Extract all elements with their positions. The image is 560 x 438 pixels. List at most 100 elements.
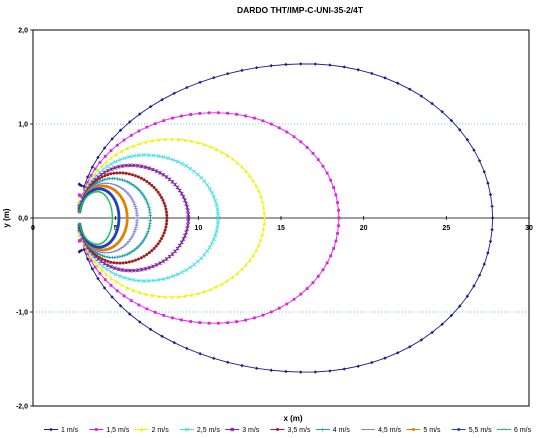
- data-point: [440, 110, 444, 114]
- data-point: [105, 267, 110, 272]
- data-point: [96, 276, 100, 281]
- data-point: [176, 137, 181, 142]
- data-point: [161, 259, 166, 264]
- data-point: [192, 169, 197, 174]
- data-point: [164, 207, 168, 211]
- data-point: [121, 261, 125, 265]
- data-point: [202, 179, 207, 184]
- data-point: [185, 85, 189, 90]
- data-point: [109, 203, 112, 206]
- data-point: [184, 201, 189, 206]
- data-point: [78, 211, 81, 214]
- data-point: [305, 146, 309, 149]
- data-point: [141, 239, 145, 243]
- y-tick-label: -1,0: [16, 310, 28, 317]
- data-point: [189, 139, 194, 143]
- data-point: [157, 294, 161, 299]
- data-point: [83, 187, 86, 191]
- data-point: [269, 368, 273, 372]
- data-point: [127, 181, 132, 185]
- data-point: [138, 243, 142, 247]
- data-point: [136, 187, 140, 191]
- data-point: [328, 369, 332, 373]
- legend-item: 5,5 m/s: [451, 427, 492, 434]
- data-point: [105, 168, 110, 173]
- data-point: [440, 322, 444, 326]
- data-point: [112, 261, 116, 265]
- data-point: [92, 252, 96, 256]
- data-point: [164, 225, 168, 229]
- data-point: [131, 163, 136, 168]
- data-point: [83, 234, 86, 237]
- legend-item: 3 m/s: [225, 427, 260, 434]
- data-point: [127, 251, 132, 255]
- data-point: [458, 304, 462, 308]
- data-point: [161, 172, 166, 177]
- legend-marker: [139, 427, 144, 432]
- data-point: [144, 140, 148, 144]
- data-point: [147, 205, 151, 210]
- data-point: [185, 223, 190, 228]
- data-point: [220, 150, 224, 154]
- data-point: [214, 229, 219, 233]
- data-point: [215, 207, 220, 212]
- data-point: [214, 147, 218, 151]
- data-point: [235, 112, 239, 116]
- data-point: [192, 262, 197, 267]
- data-point: [108, 233, 110, 236]
- data-point: [161, 155, 166, 160]
- data-point: [79, 208, 82, 211]
- data-point: [125, 252, 129, 256]
- data-point: [184, 164, 189, 169]
- data-point: [180, 161, 184, 166]
- data-point: [77, 239, 81, 243]
- data-point: [106, 173, 110, 177]
- data-point: [177, 188, 182, 193]
- data-point: [430, 330, 434, 335]
- data-point: [100, 268, 104, 272]
- data-point: [299, 370, 303, 374]
- data-point: [135, 163, 140, 168]
- series-1-5-m-s: [77, 111, 341, 325]
- data-point: [199, 175, 204, 180]
- data-point: [226, 72, 230, 76]
- data-point: [181, 194, 186, 199]
- data-point: [208, 144, 213, 149]
- data-point: [180, 270, 184, 275]
- data-point: [163, 137, 167, 141]
- data-point: [165, 213, 169, 217]
- data-point: [143, 165, 148, 170]
- data-point: [261, 119, 265, 123]
- data-point: [254, 248, 258, 253]
- data-point: [170, 295, 174, 299]
- data-point: [108, 202, 111, 204]
- data-point: [154, 262, 159, 267]
- data-point: [153, 122, 157, 126]
- data-point: [101, 167, 106, 172]
- data-point: [110, 225, 113, 227]
- legend-marker: [503, 428, 505, 431]
- data-point: [86, 180, 89, 184]
- data-point: [181, 237, 186, 242]
- data-point: [81, 230, 83, 233]
- data-point: [336, 232, 339, 235]
- data-point: [154, 188, 158, 192]
- data-point: [146, 153, 151, 158]
- data-point: [153, 310, 157, 314]
- data-point: [143, 236, 147, 241]
- legend-label: 2 m/s: [152, 427, 170, 434]
- data-point: [175, 185, 180, 190]
- data-point: [240, 68, 244, 73]
- data-point: [139, 256, 143, 260]
- data-point: [486, 251, 490, 255]
- data-point: [240, 363, 244, 368]
- data-point: [106, 259, 110, 263]
- data-point: [147, 208, 152, 212]
- data-point: [182, 198, 187, 203]
- data-point: [162, 119, 166, 123]
- data-point: [260, 232, 265, 237]
- data-point: [156, 277, 161, 282]
- data-point: [103, 155, 107, 158]
- data-point: [147, 265, 152, 270]
- data-point: [226, 111, 229, 115]
